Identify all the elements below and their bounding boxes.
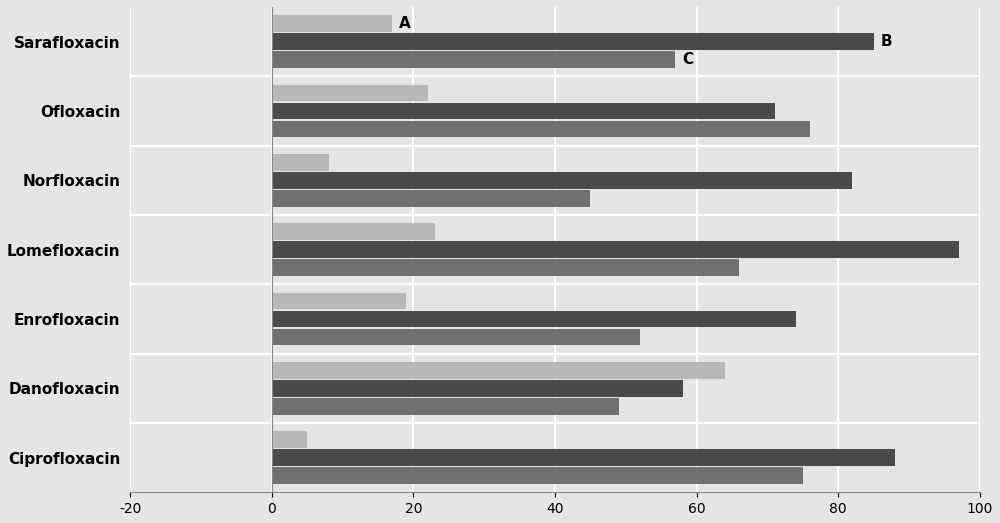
- Bar: [272, 362, 725, 379]
- Bar: [272, 380, 683, 396]
- Bar: [272, 259, 739, 276]
- Bar: [272, 431, 307, 448]
- Bar: [272, 103, 775, 119]
- Bar: [272, 223, 435, 240]
- Bar: [272, 121, 810, 138]
- Text: B: B: [881, 34, 892, 49]
- Bar: [272, 241, 959, 258]
- Bar: [272, 311, 796, 327]
- Bar: [272, 85, 428, 101]
- Text: A: A: [399, 16, 411, 31]
- Text: C: C: [683, 52, 694, 67]
- Bar: [272, 398, 619, 415]
- Bar: [272, 51, 675, 68]
- Bar: [272, 15, 392, 32]
- Bar: [272, 154, 329, 170]
- Bar: [272, 172, 852, 189]
- Bar: [272, 190, 590, 207]
- Bar: [272, 328, 640, 345]
- Bar: [272, 468, 803, 484]
- Bar: [272, 449, 895, 466]
- Bar: [272, 293, 406, 309]
- Bar: [272, 33, 874, 50]
